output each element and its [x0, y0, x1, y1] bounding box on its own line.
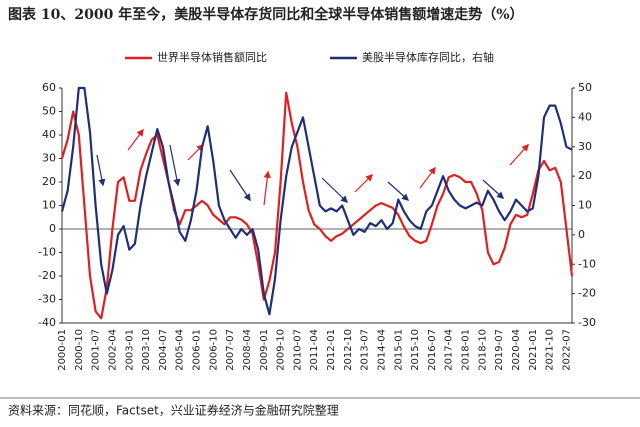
y2-tick-label: -30 [578, 316, 596, 329]
x-tick-label: 2004-07 [158, 329, 169, 371]
x-tick-label: 2003-01 [124, 329, 135, 371]
x-tick-label: 2006-10 [208, 329, 219, 371]
x-tick-label: 2015-10 [410, 329, 421, 371]
y-tick-label: 50 [42, 105, 56, 118]
x-tick-label: 2019-07 [494, 329, 505, 371]
x-tick-label: 2000-10 [74, 329, 85, 371]
x-tick-label: 2002-04 [107, 329, 118, 371]
x-tick-label: 2015-01 [393, 329, 404, 371]
y2-tick-label: 30 [578, 140, 592, 153]
x-tick-label: 2010-07 [292, 329, 303, 371]
y-tick-label: 0 [49, 222, 56, 235]
arrow [127, 128, 144, 151]
x-tick-label: 2018-01 [461, 329, 472, 371]
arrow [263, 170, 271, 206]
source-note: 资料来源：同花顺，Factset，兴业证券经济与金融研究院整理 [8, 403, 339, 418]
y-tick-label: -30 [38, 293, 56, 306]
arrow [419, 166, 436, 189]
y-tick-label: 40 [42, 128, 56, 141]
y-tick-label: -40 [38, 316, 56, 329]
y2-tick-label: -10 [578, 257, 596, 270]
x-tick-label: 2021-01 [528, 329, 539, 371]
x-tick-label: 2012-10 [343, 329, 354, 371]
arrow [96, 154, 106, 187]
y-tick-label: 10 [42, 199, 56, 212]
arrow [187, 143, 205, 161]
arrow [509, 143, 529, 166]
y-tick-label: -10 [38, 246, 56, 259]
x-tick-label: 2000-01 [57, 329, 68, 371]
y-tick-label: 30 [42, 152, 56, 165]
x-tick-label: 2011-04 [309, 329, 320, 371]
arrow [229, 169, 251, 202]
chart-title: 图表 10、2000 年至今，美股半导体存货同比和全球半导体销售额增速走势（%） [8, 6, 524, 23]
y2-tick-label: 40 [578, 110, 592, 123]
x-tick-label: 2005-04 [175, 329, 186, 371]
y2-tick-label: 50 [578, 81, 592, 94]
arrow [387, 181, 410, 201]
y2-tick-label: -20 [578, 287, 596, 300]
x-tick-label: 2009-01 [259, 329, 270, 371]
x-tick-label: 2001-07 [91, 329, 102, 371]
annotation-arrows [96, 128, 529, 206]
x-tick-label: 2022-07 [561, 329, 572, 371]
legend-label: 世界半导体销售额同比 [157, 50, 267, 64]
x-tick-label: 2021-10 [545, 329, 556, 371]
y2-tick-label: 10 [578, 199, 592, 212]
series-line [60, 91, 574, 320]
arrow [169, 144, 181, 187]
arrow [354, 173, 374, 193]
legend-label: 美股半导体库存同比，右轴 [362, 50, 494, 64]
y2-tick-label: 0 [578, 228, 585, 241]
x-tick-label: 2009-10 [276, 329, 287, 371]
x-tick-label: 2012-01 [326, 329, 337, 371]
arrow [482, 179, 505, 199]
y-tick-label: 20 [42, 175, 56, 188]
arrow [321, 177, 349, 203]
x-tick-label: 2014-04 [376, 329, 387, 371]
series-line [60, 86, 573, 316]
y2-tick-label: 20 [578, 169, 592, 182]
x-tick-label: 2007-07 [225, 329, 236, 371]
y-tick-label: -20 [38, 269, 56, 282]
x-tick-label: 2020-04 [511, 329, 522, 371]
y-tick-label: 60 [42, 81, 56, 94]
x-tick-label: 2016-07 [427, 329, 438, 371]
x-tick-label: 2013-07 [360, 329, 371, 371]
x-tick-label: 2006-01 [192, 329, 203, 371]
x-tick-label: 2003-10 [141, 329, 152, 371]
x-tick-label: 2008-04 [242, 329, 253, 371]
x-tick-label: 2018-10 [477, 329, 488, 371]
x-tick-label: 2017-04 [444, 329, 455, 371]
